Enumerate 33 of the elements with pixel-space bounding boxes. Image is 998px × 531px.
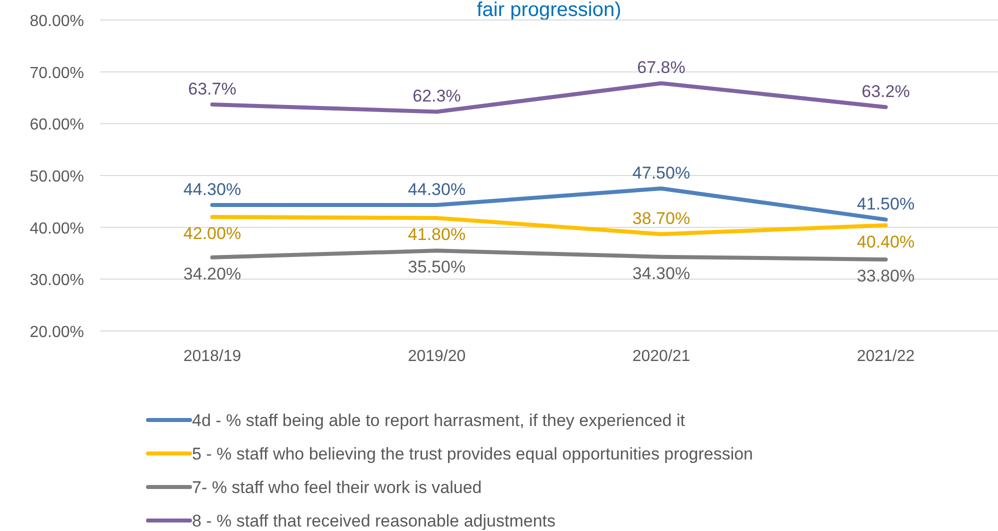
x-tick-label: 2019/20 [408,348,466,365]
legend-label: 4d - % staff being able to report harrasment, if they experienced it [192,411,686,430]
data-label: 44.30% [183,180,242,200]
data-label: 33.80% [856,266,915,286]
data-label: 35.50% [408,258,466,277]
data-label: 44.30% [408,180,466,200]
data-label: 63.7% [188,79,236,98]
data-label: 34.20% [183,264,242,284]
legend-label: 5 - % staff who believing the trust provides equal opportunities progression [192,444,754,464]
data-label: 67.8% [637,58,686,78]
y-tick-label: 20.00% [30,324,84,341]
data-label: 42.00% [183,224,242,243]
chart-title: fair progression) [476,0,622,21]
y-tick-label: 80.00% [30,13,84,30]
x-tick-label: 2018/19 [183,348,242,365]
legend-label: 8 - % staff that received reasonable adjustments [192,512,556,530]
x-tick-label: 2020/21 [632,348,690,365]
y-tick-label: 70.00% [30,64,84,82]
data-label: 38.70% [632,209,690,228]
legend-label: 7- % staff who feel their work is valued [192,478,482,497]
y-tick-label: 60.00% [30,116,84,134]
data-label: 41.80% [408,225,466,244]
y-tick-label: 40.00% [30,220,84,238]
data-label: 62.3% [412,86,461,106]
data-label: 63.2% [862,82,910,102]
line-series [210,248,888,262]
data-label: 41.50% [856,194,915,214]
data-label: 40.40% [856,232,915,252]
data-label: 47.50% [632,163,690,182]
y-tick-label: 50.00% [30,168,84,186]
x-tick-label: 2021/22 [856,348,915,365]
y-tick-label: 30.00% [30,272,84,290]
data-label: 34.30% [632,264,690,283]
